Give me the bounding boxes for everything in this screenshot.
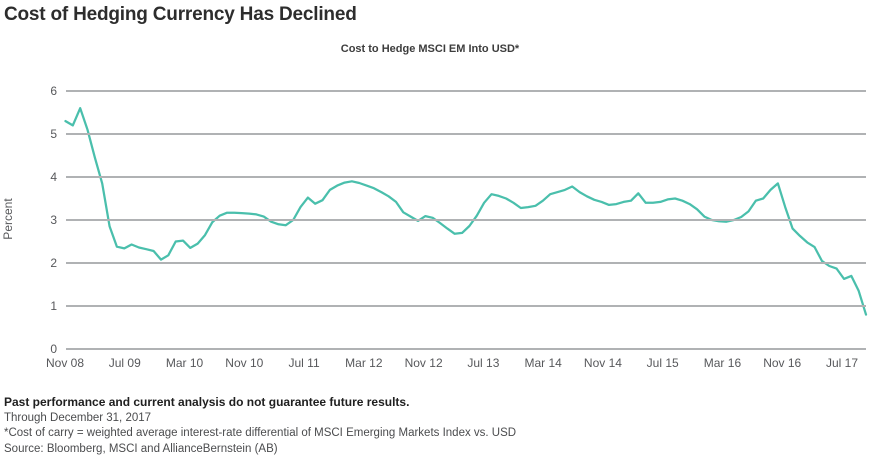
- footnotes: Past performance and current analysis do…: [4, 395, 516, 457]
- x-tick-label: Mar 12: [345, 356, 383, 370]
- gridline: [66, 348, 866, 350]
- gridline: [66, 219, 866, 221]
- x-tick-label: Nov 10: [225, 356, 264, 370]
- x-tick-label: Nov 12: [404, 356, 443, 370]
- y-tick-label: 6: [50, 84, 57, 98]
- line-path: [64, 107, 868, 316]
- gridline: [66, 90, 866, 92]
- x-tick-label: Nov 14: [583, 356, 622, 370]
- chart-subtitle: Cost to Hedge MSCI EM Into USD*: [340, 43, 520, 55]
- y-tick-label: 5: [50, 127, 57, 141]
- y-tick-label: 3: [50, 213, 57, 227]
- x-tick-label: Jul 11: [288, 356, 320, 370]
- gridline: [66, 262, 866, 264]
- page-title: Cost of Hedging Currency Has Declined: [4, 4, 357, 25]
- x-tick-label: Nov 16: [763, 356, 802, 370]
- disclaimer-text: Past performance and current analysis do…: [4, 395, 410, 409]
- x-tick-label: Jul 17: [825, 356, 859, 370]
- through-date-text: Through December 31, 2017: [4, 411, 152, 424]
- y-tick-label: 0: [50, 342, 57, 356]
- x-tick-label: Mar 14: [524, 356, 562, 370]
- x-tick-label: Nov 08: [45, 356, 85, 370]
- x-tick-label: Mar 10: [165, 356, 204, 370]
- footnote-text: *Cost of carry = weighted average intere…: [4, 427, 517, 439]
- y-tick-label: 2: [50, 256, 57, 270]
- x-tick-label: Jul 13: [467, 356, 500, 370]
- gridline: [66, 305, 866, 307]
- gridline: [66, 133, 866, 135]
- x-tick-label: Jul 15: [646, 356, 679, 370]
- x-tick-label: Mar 16: [703, 356, 742, 370]
- x-tick-label: Jul 09: [108, 356, 141, 370]
- source-text: Source: Bloomberg, MSCI and AllianceBern…: [4, 442, 278, 455]
- y-axis-title: Percent: [1, 198, 15, 240]
- gridline: [66, 176, 866, 178]
- y-tick-label: 1: [50, 299, 57, 313]
- y-tick-label: 4: [50, 170, 57, 184]
